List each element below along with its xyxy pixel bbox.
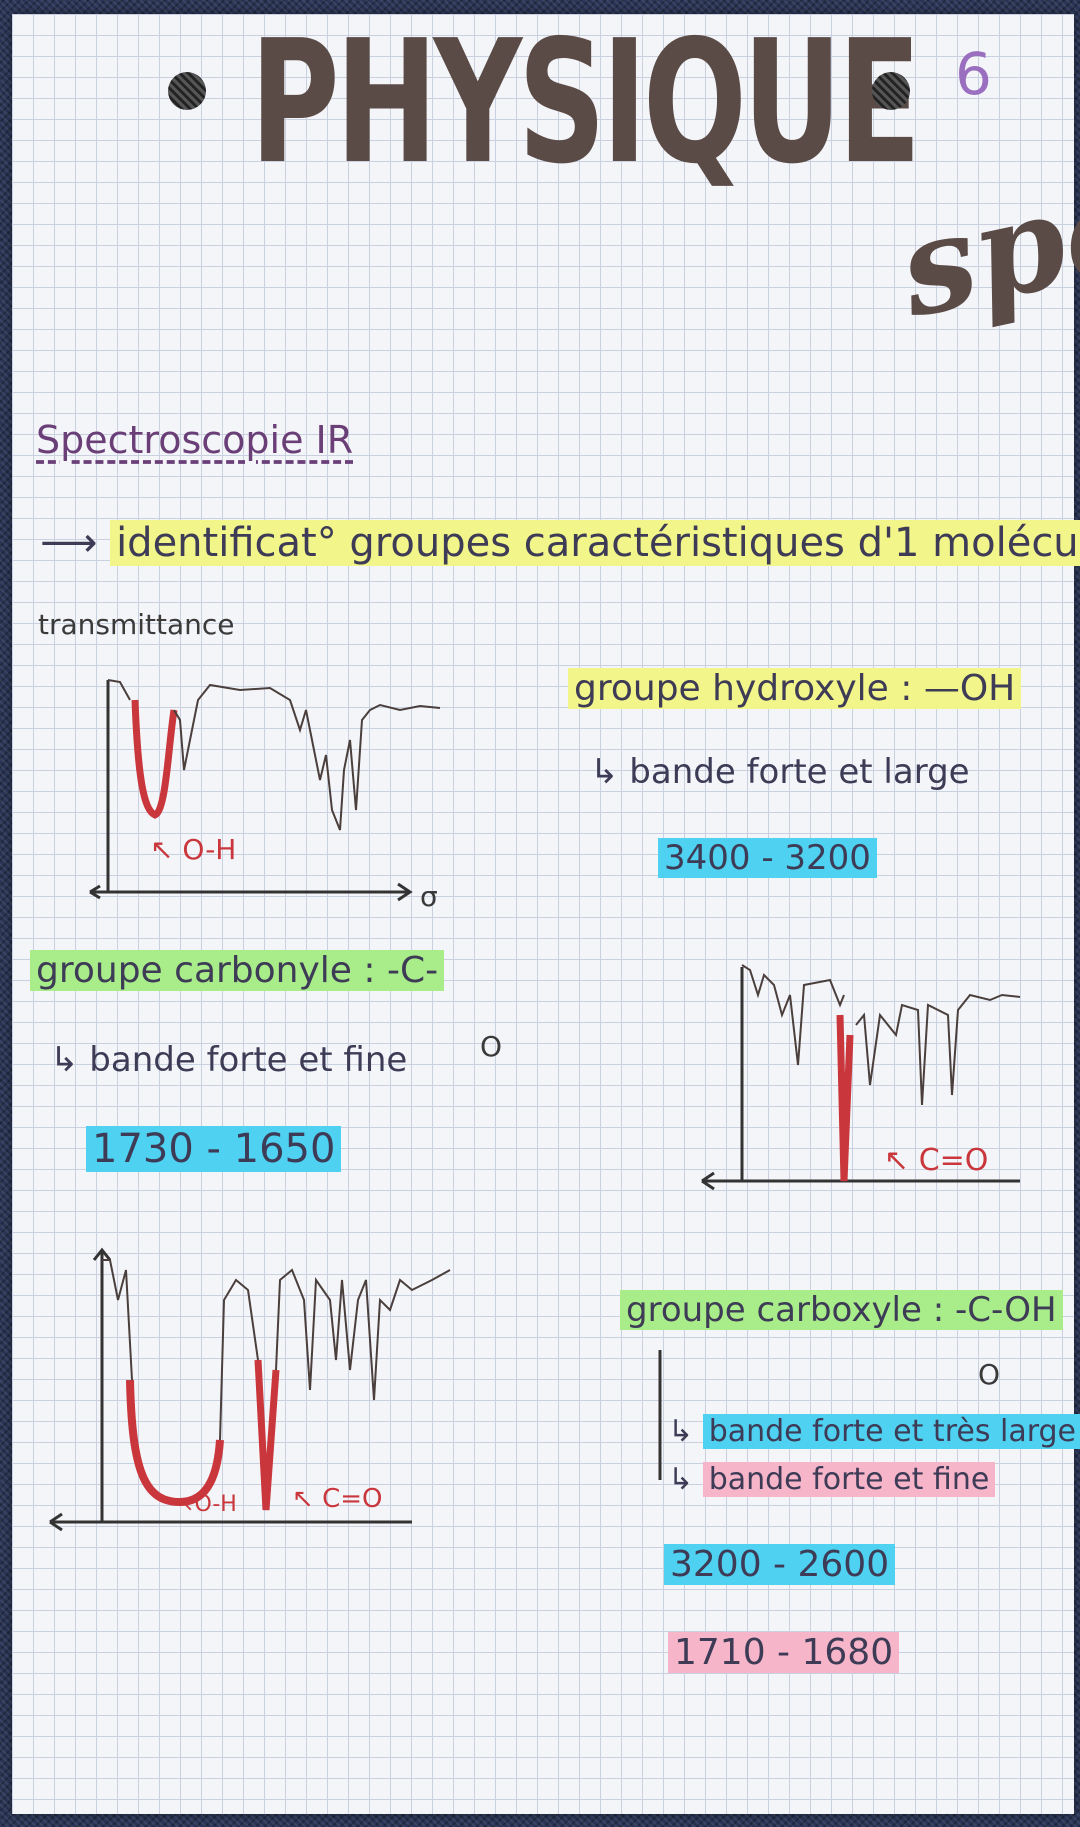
spectrum-oh-chart (89, 679, 441, 902)
spectrum-cooh-chart (49, 1247, 451, 1532)
carboxyle-range-1: 3200 - 2600 (664, 1544, 896, 1585)
hydroxyle-description: ↳ bande forte et large (590, 752, 970, 792)
peak-oh-band (131, 699, 178, 819)
spectrum-co-chart (701, 964, 1021, 1191)
hydroxyle-title: groupe hydroxyle : —OH (568, 668, 1022, 709)
section-title: Spectroscopie IR (36, 418, 354, 462)
carboxyle-formula-bottom: O (978, 1358, 1001, 1391)
title-dot-left (168, 72, 206, 110)
carbonyle-description-text: bande forte et fine (89, 1040, 408, 1080)
peak-co-label-text: C=O (918, 1143, 989, 1178)
peak-oh-label-2: ↖O-H (176, 1492, 237, 1517)
grid-paper (12, 14, 1074, 1814)
page-title: PHYSIQUE (250, 4, 921, 202)
carboxyle-range-1-text: 3200 - 2600 (664, 1544, 896, 1585)
carboxyle-title-text: groupe carboxyle : -C-OH (620, 1290, 1063, 1330)
sub-arrow-icon: ↳ (50, 1040, 90, 1080)
carboxyle-description-2: ↳ bande forte et fine (668, 1462, 996, 1497)
sub-arrow-icon: ↳ (668, 1462, 703, 1497)
carboxyle-title: groupe carboxyle : -C-OH (620, 1290, 1063, 1330)
origin-label: σ (420, 880, 438, 913)
y-axis (92, 1247, 112, 1522)
intro-text: identificat° groupes caractéristiques d'… (110, 520, 1080, 566)
carboxyle-description-1: ↳ bande forte et très large (668, 1414, 1080, 1449)
carboxyle-description-1-text: bande forte et très large (702, 1414, 1080, 1449)
hydroxyle-description-text: bande forte et large (629, 752, 970, 792)
carboxyle-range-2: 1710 - 1680 (668, 1632, 900, 1673)
intro-line: ⟶ identificat° groupes caractéristiques … (40, 520, 1080, 566)
x-axis (49, 1512, 412, 1532)
carboxyle-range-2-text: 1710 - 1680 (668, 1632, 900, 1673)
title-dot-right (872, 72, 910, 110)
peak-co-band (254, 1359, 280, 1511)
peak-oh-band (126, 1379, 224, 1507)
bracket-line (658, 1350, 662, 1480)
sub-arrow-icon: ↳ (590, 752, 630, 792)
carbonyle-range: 1730 - 1650 (86, 1126, 342, 1172)
carbonyle-title-text: groupe carbonyle : -C- (30, 950, 445, 991)
peak-oh-label-text: O-H (182, 833, 237, 866)
page-number: 6 (955, 40, 992, 108)
peak-co-label-2-text: C=O (322, 1484, 383, 1514)
hydroxyle-title-text: groupe hydroxyle : —OH (568, 668, 1022, 709)
arrow-icon: ⟶ (40, 520, 111, 566)
peak-co-label-2: ↖ C=O (292, 1484, 383, 1514)
carbonyle-range-text: 1730 - 1650 (86, 1126, 342, 1172)
carbonyle-title: groupe carbonyle : -C- (30, 950, 445, 991)
carbonyle-formula-bottom: O (480, 1030, 503, 1063)
peak-co-band (836, 1014, 854, 1182)
y-axis-label: transmittance (38, 608, 235, 641)
carboxyle-description-2-text: bande forte et fine (702, 1462, 996, 1497)
spectrum-line (107, 679, 441, 831)
peak-co-label: ↖ C=O (884, 1143, 989, 1178)
carbonyle-description: ↳ bande forte et fine (50, 1040, 407, 1080)
peak-oh-label-2-text: O-H (194, 1492, 237, 1517)
sub-arrow-icon: ↳ (668, 1414, 703, 1449)
x-axis (701, 1171, 1020, 1191)
x-axis (89, 882, 413, 902)
spectrum-line (741, 964, 1021, 1106)
peak-oh-label: ↖ O-H (150, 833, 237, 866)
hydroxyle-range-text: 3400 - 3200 (658, 838, 877, 878)
hydroxyle-range: 3400 - 3200 (658, 838, 877, 878)
spectrum-line (102, 1259, 451, 1441)
